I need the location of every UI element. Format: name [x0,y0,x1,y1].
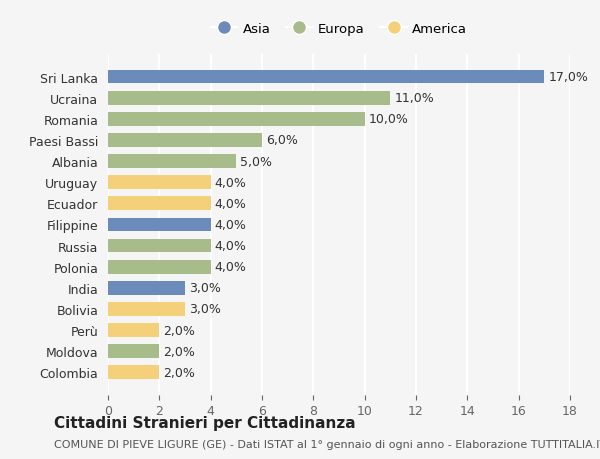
Text: 2,0%: 2,0% [163,324,195,337]
Bar [108,239,211,253]
Bar [108,366,160,379]
Text: 4,0%: 4,0% [215,176,247,189]
Bar [108,324,160,337]
Bar [108,345,160,358]
Legend: Asia, Europa, America: Asia, Europa, America [206,17,472,41]
Text: 2,0%: 2,0% [163,366,195,379]
Text: 3,0%: 3,0% [189,282,221,295]
Text: 2,0%: 2,0% [163,345,195,358]
Bar [108,176,211,190]
Bar [108,197,211,211]
Text: COMUNE DI PIEVE LIGURE (GE) - Dati ISTAT al 1° gennaio di ogni anno - Elaborazio: COMUNE DI PIEVE LIGURE (GE) - Dati ISTAT… [54,440,600,449]
Bar [108,155,236,168]
Text: 4,0%: 4,0% [215,240,247,252]
Text: 6,0%: 6,0% [266,134,298,147]
Text: 11,0%: 11,0% [394,92,434,105]
Bar [108,260,211,274]
Bar [108,92,391,105]
Text: 5,0%: 5,0% [240,155,272,168]
Text: 17,0%: 17,0% [548,71,588,84]
Text: 4,0%: 4,0% [215,197,247,210]
Text: Cittadini Stranieri per Cittadinanza: Cittadini Stranieri per Cittadinanza [54,415,356,430]
Bar [108,134,262,147]
Bar [108,218,211,232]
Bar [108,112,365,126]
Text: 3,0%: 3,0% [189,303,221,316]
Text: 4,0%: 4,0% [215,218,247,231]
Text: 4,0%: 4,0% [215,261,247,274]
Bar [108,281,185,295]
Text: 10,0%: 10,0% [368,113,409,126]
Bar [108,71,544,84]
Bar [108,302,185,316]
